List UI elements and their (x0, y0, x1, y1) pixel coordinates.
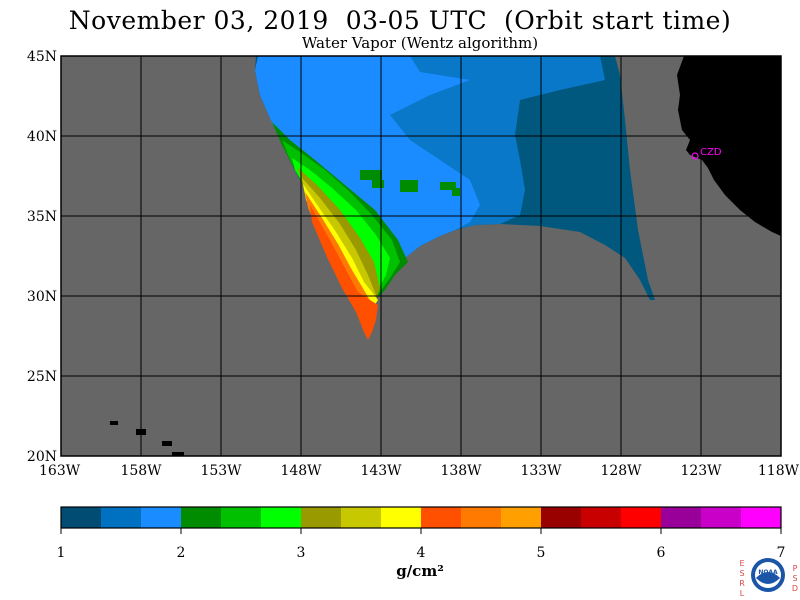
lon-label: 158W (120, 463, 162, 479)
colorbar-segment (501, 507, 542, 528)
lon-label: 153W (200, 463, 242, 479)
lon-label: 118W (758, 463, 800, 479)
colorbar-tick-label: 6 (657, 545, 666, 561)
longitude-labels: 163W 158W 153W 148W 143W 138W 133W 128W 123W 118W (39, 463, 800, 479)
green-patch (372, 180, 384, 188)
logo-letter: P (793, 564, 798, 573)
psd-letters: PSD (792, 564, 798, 593)
lon-label: 138W (440, 463, 482, 479)
vapor-zone-yellow (303, 184, 378, 306)
page-title: November 03, 2019 03-05 UTC (Orbit start… (68, 6, 732, 35)
vapor-zone-red-orange (310, 205, 378, 340)
lon-label: 143W (360, 463, 402, 479)
colorbar-segment (581, 507, 622, 528)
colorbar-segment (621, 507, 662, 528)
lat-label: 40N (27, 129, 57, 145)
colorbar-unit: g/cm² (396, 562, 444, 580)
colorbar-tick-label: 7 (777, 545, 786, 561)
map-frame (60, 55, 782, 457)
logo-letter: E (739, 559, 744, 568)
lon-label: 148W (280, 463, 322, 479)
logo-letter: D (792, 584, 798, 593)
svg-text:NOAA: NOAA (758, 569, 778, 576)
lat-label: 20N (27, 449, 57, 465)
green-patch (400, 180, 418, 192)
lon-label: 163W (39, 463, 81, 479)
colorbar-segment (741, 507, 782, 528)
logo-letter: S (792, 574, 797, 583)
lat-lon-grid (61, 56, 781, 456)
colorbar-segment (381, 507, 422, 528)
colorbar-segment (181, 507, 222, 528)
noaa-logo: NOAA (751, 558, 785, 592)
island (172, 452, 184, 456)
colorbar-segment (141, 507, 182, 528)
island (162, 441, 172, 446)
colorbar (60, 506, 782, 534)
colorbar-segment (221, 507, 262, 528)
lat-label: 35N (27, 209, 57, 225)
logo-letter: L (740, 589, 745, 598)
green-patch (360, 170, 382, 180)
lon-label: 133W (520, 463, 562, 479)
colorbar-tick-label: 1 (57, 545, 66, 561)
colorbar-segment (341, 507, 382, 528)
lat-label: 25N (27, 369, 57, 385)
colorbar-segment (661, 507, 702, 528)
colorbar-tick-label: 3 (297, 545, 306, 561)
lat-label: 30N (27, 289, 57, 305)
colorbar-tick-label: 2 (177, 545, 186, 561)
station-label: CZD (700, 147, 722, 158)
lon-label: 128W (600, 463, 642, 479)
green-patch (440, 182, 456, 190)
colorbar-segment (101, 507, 142, 528)
lat-label: 45N (27, 49, 57, 65)
colorbar-tick-label: 5 (537, 545, 546, 561)
vapor-zone-orange (305, 192, 372, 304)
colorbar-tick-label: 4 (417, 545, 426, 561)
colorbar-segment (541, 507, 582, 528)
colorbar-segment (461, 507, 502, 528)
colorbar-segment (261, 507, 302, 528)
logo-letter: S (739, 569, 744, 578)
island (110, 421, 118, 425)
lon-label: 123W (680, 463, 722, 479)
logo-letter: R (739, 579, 745, 588)
colorbar-segment (701, 507, 742, 528)
colorbar-segment (61, 507, 102, 528)
page-subtitle: Water Vapor (Wentz algorithm) (301, 34, 539, 52)
water-vapor-field (110, 56, 781, 456)
station-icon (691, 152, 699, 160)
green-patch (452, 188, 460, 196)
colorbar-segment (301, 507, 342, 528)
latitude-labels: 45N 40N 35N 30N 25N 20N (27, 49, 57, 465)
land-north-america (677, 56, 781, 236)
station-marker: CZD (691, 147, 722, 160)
colorbar-segment (421, 507, 462, 528)
colorbar-tick-labels: 1 2 3 4 5 6 7 (57, 545, 786, 561)
